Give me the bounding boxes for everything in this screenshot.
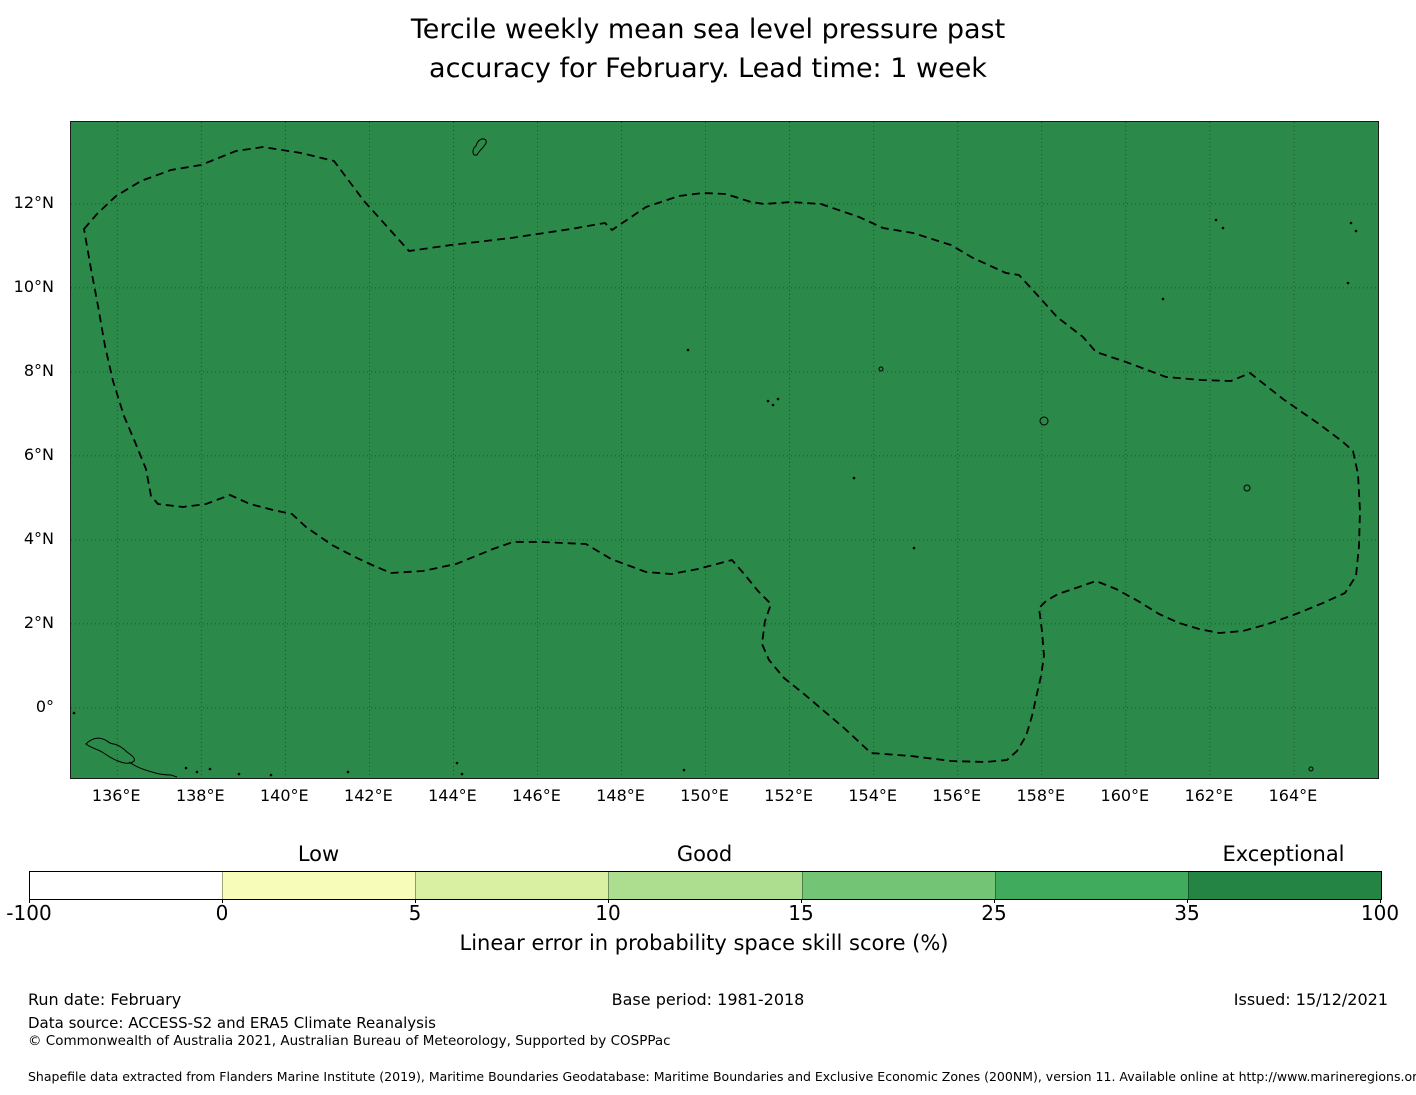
lon-tick-label: 160°E xyxy=(1100,786,1150,805)
island-dot xyxy=(912,546,916,550)
colorbar-tick-label: 5 xyxy=(408,901,422,925)
island-dot xyxy=(346,770,350,774)
map-plot-area xyxy=(70,121,1379,779)
colorbar-tick-label: 0 xyxy=(215,901,229,925)
lon-tick-label: 148°E xyxy=(596,786,645,805)
island-atoll-ring xyxy=(1243,484,1251,492)
island-dot xyxy=(682,768,686,772)
colorbar-tick-label: 100 xyxy=(1360,901,1400,925)
colorbar-segment xyxy=(222,872,416,899)
colorbar-axis-label: Linear error in probability space skill … xyxy=(459,931,949,955)
island-atoll-ring xyxy=(1039,416,1049,426)
island-dot xyxy=(208,767,212,771)
colorbar-tick-label: 15 xyxy=(788,901,814,925)
map-svg xyxy=(71,122,1378,778)
island-dot xyxy=(184,766,188,770)
colorbar-tick-label: 25 xyxy=(981,901,1007,925)
lon-tick-label: 154°E xyxy=(848,786,898,805)
figure-title-line1: Tercile weekly mean sea level pressure p… xyxy=(410,14,1006,45)
island-dot xyxy=(686,348,690,352)
longitude-axis: 136°E 138°E 140°E 142°E 144°E 146°E 148°E 150°E… xyxy=(0,786,1416,808)
island-dot xyxy=(852,476,856,480)
lon-tick-label: 138°E xyxy=(175,786,225,805)
colorbar-segment xyxy=(608,872,802,899)
colorbar-segment xyxy=(994,872,1188,899)
colorbar-segment xyxy=(415,872,609,899)
colorbar-tickmark xyxy=(415,899,416,903)
lon-tick-label: 152°E xyxy=(764,786,813,805)
map-gridlines xyxy=(71,122,1378,778)
map-ocean-fill xyxy=(71,122,1378,778)
issued-date-text: Issued: 15/12/2021 xyxy=(1233,990,1388,1009)
colorbar-segment xyxy=(801,872,995,899)
island-dot xyxy=(771,403,775,407)
island-outline xyxy=(85,737,135,764)
colorbar-tickmark xyxy=(1380,899,1381,903)
island-dot xyxy=(460,772,464,776)
lat-tick-label: 0° xyxy=(35,696,54,716)
colorbar-zone-label: Exceptional xyxy=(1222,842,1345,866)
lon-tick-label: 142°E xyxy=(344,786,393,805)
lon-tick-label: 158°E xyxy=(1016,786,1066,805)
shapefile-note-text: Shapefile data extracted from Flanders M… xyxy=(28,1069,1416,1084)
colorbar xyxy=(29,871,1382,900)
figure-title-line2: accuracy for February. Lead time: 1 week xyxy=(429,53,987,84)
colorbar-tick-label: 35 xyxy=(1174,901,1200,925)
lat-tick-label: 4°N xyxy=(23,528,54,548)
lon-tick-label: 156°E xyxy=(932,786,982,805)
lon-tick-label: 140°E xyxy=(260,786,309,805)
copyright-text: © Commonwealth of Australia 2021, Austra… xyxy=(28,1033,671,1049)
colorbar-tickmark xyxy=(1187,899,1188,903)
data-source-text: Data source: ACCESS-S2 and ERA5 Climate … xyxy=(28,1014,436,1032)
base-period-text: Base period: 1981-2018 xyxy=(611,990,805,1009)
island-atoll-ring xyxy=(1308,766,1314,772)
colorbar-zone-label: Low xyxy=(297,842,340,866)
lon-tick-label: 144°E xyxy=(428,786,477,805)
colorbar-tickmark xyxy=(222,899,223,903)
island-dot xyxy=(237,772,241,776)
lat-tick-label: 8°N xyxy=(23,360,54,380)
lon-tick-label: 150°E xyxy=(680,786,729,805)
colorbar-segment xyxy=(30,872,223,899)
island-atoll-ring xyxy=(878,366,884,372)
island-outlines xyxy=(72,138,1358,778)
island-dot xyxy=(455,761,459,765)
colorbar-tick-label: 10 xyxy=(595,901,621,925)
lat-tick-label: 2°N xyxy=(23,612,54,632)
lon-tick-label: 164°E xyxy=(1268,786,1318,805)
island-dot xyxy=(1221,226,1225,230)
island-outline xyxy=(472,138,487,156)
lon-tick-label: 162°E xyxy=(1184,786,1234,805)
colorbar-tickmark xyxy=(994,899,995,903)
island-dot xyxy=(1161,297,1165,301)
island-dot xyxy=(195,770,199,774)
colorbar-zone-label: Good xyxy=(676,842,733,866)
island-dot xyxy=(269,773,273,777)
lat-tick-label: 12°N xyxy=(13,192,54,212)
island-dot xyxy=(766,399,770,403)
island-outline xyxy=(128,761,178,778)
figure-title: Tercile weekly mean sea level pressure p… xyxy=(0,10,1416,88)
island-dot xyxy=(1346,281,1350,285)
colorbar-segment xyxy=(1187,872,1381,899)
lat-tick-label: 6°N xyxy=(23,444,54,464)
lon-tick-label: 136°E xyxy=(91,786,141,805)
run-date-text: Run date: February xyxy=(28,990,182,1009)
island-dot xyxy=(72,711,76,715)
colorbar-tickmark xyxy=(608,899,609,903)
eez-boundary-dashed xyxy=(83,146,1361,763)
colorbar-tick-label: -100 xyxy=(6,901,52,925)
island-dot xyxy=(776,397,780,401)
colorbar-tickmark xyxy=(801,899,802,903)
lon-tick-label: 146°E xyxy=(512,786,561,805)
island-dot xyxy=(1214,218,1218,222)
lat-tick-label: 10°N xyxy=(13,276,54,296)
latitude-axis: 12°N 10°N 8°N 6°N 4°N 2°N 0° xyxy=(0,0,62,790)
island-dot xyxy=(1349,221,1353,225)
colorbar-tickmark xyxy=(29,899,30,903)
island-dot xyxy=(1354,229,1358,233)
